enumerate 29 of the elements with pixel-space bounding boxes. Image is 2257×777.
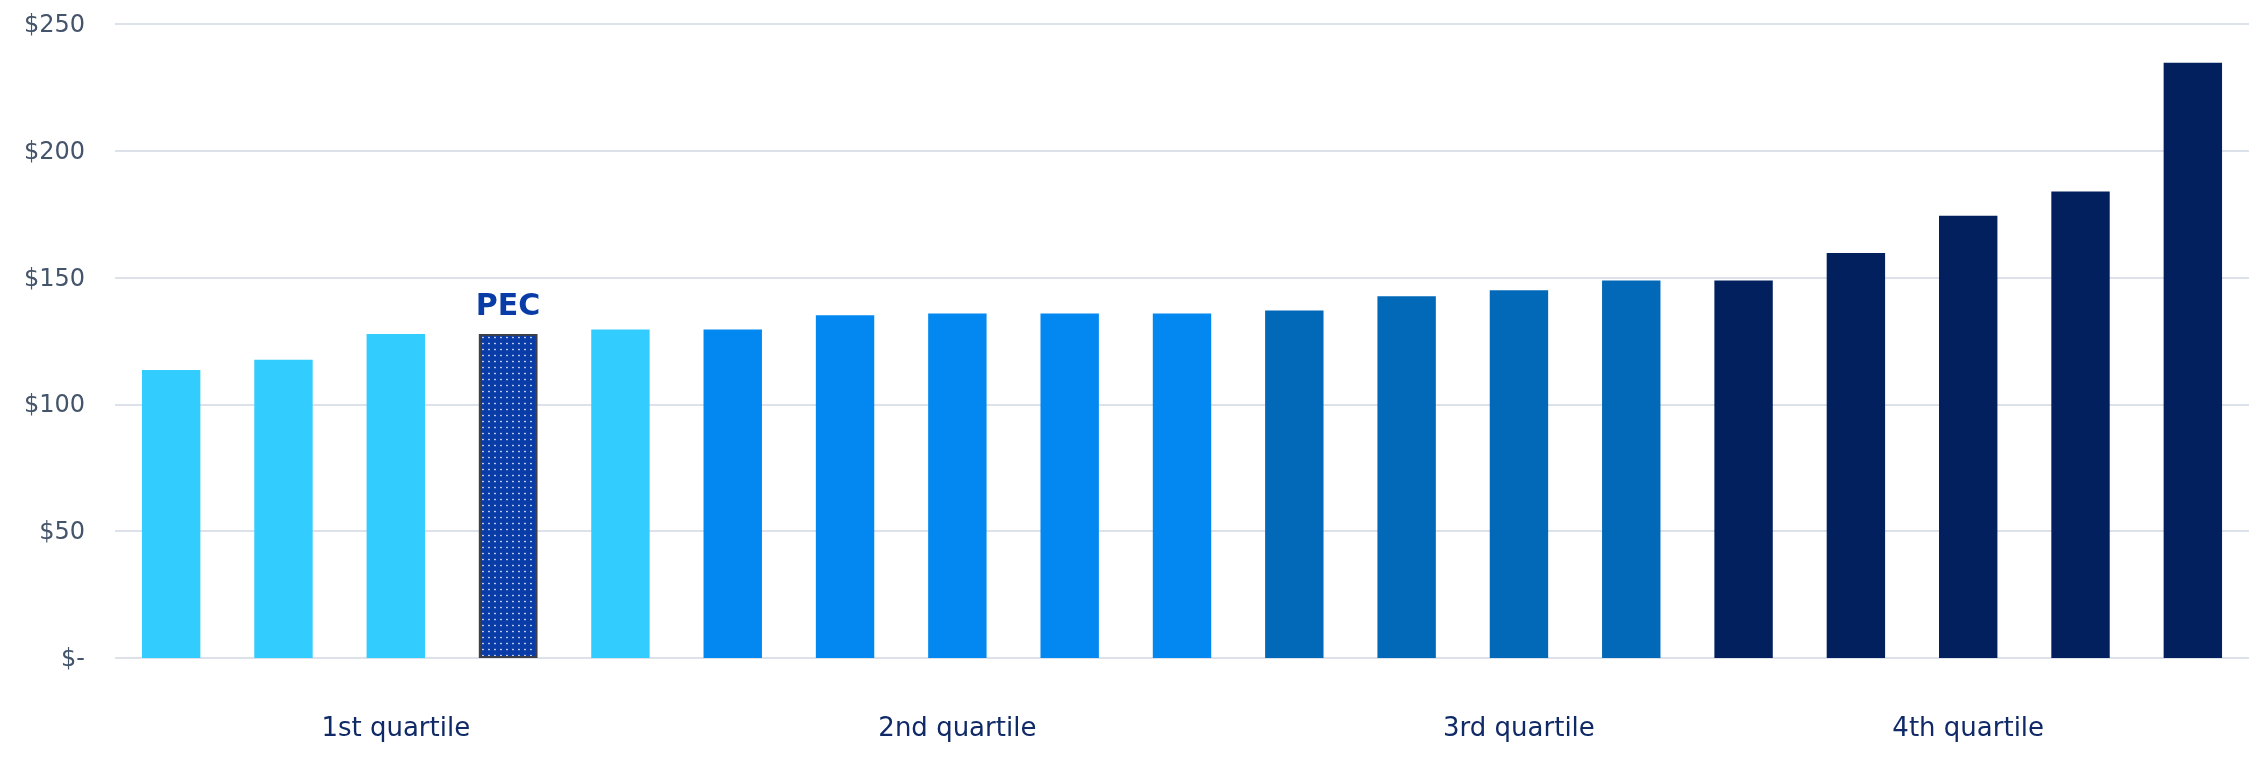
x-tick-label: 4th quartile xyxy=(1892,712,2045,742)
bar xyxy=(1040,313,1099,658)
bar xyxy=(1489,290,1549,658)
y-tick-label: $150 xyxy=(23,263,85,292)
bar xyxy=(1377,296,1436,658)
x-tick-label: 1st quartile xyxy=(321,712,471,742)
y-tick-label: $- xyxy=(61,644,85,672)
bar xyxy=(141,369,201,658)
bar xyxy=(1152,313,1212,658)
bar xyxy=(1826,253,1886,658)
y-tick-label: $200 xyxy=(23,136,85,165)
bar xyxy=(2051,191,2110,658)
bar xyxy=(1714,280,1773,658)
bar xyxy=(591,329,650,658)
bar xyxy=(2163,62,2223,658)
bar xyxy=(1265,310,1324,658)
x-tick-label: 2nd quartile xyxy=(878,712,1037,742)
bar xyxy=(703,329,762,658)
bar xyxy=(928,313,987,658)
x-tick-label: 3rd quartile xyxy=(1443,712,1595,742)
bar xyxy=(366,333,425,658)
y-tick-label: $100 xyxy=(23,390,85,419)
bar xyxy=(1939,215,1998,658)
bar xyxy=(815,315,875,658)
bar xyxy=(254,359,313,658)
y-tick-label: $50 xyxy=(39,517,85,546)
series-label: PEC xyxy=(475,287,541,323)
y-tick-label: $250 xyxy=(23,10,85,38)
bar xyxy=(1602,280,1661,658)
